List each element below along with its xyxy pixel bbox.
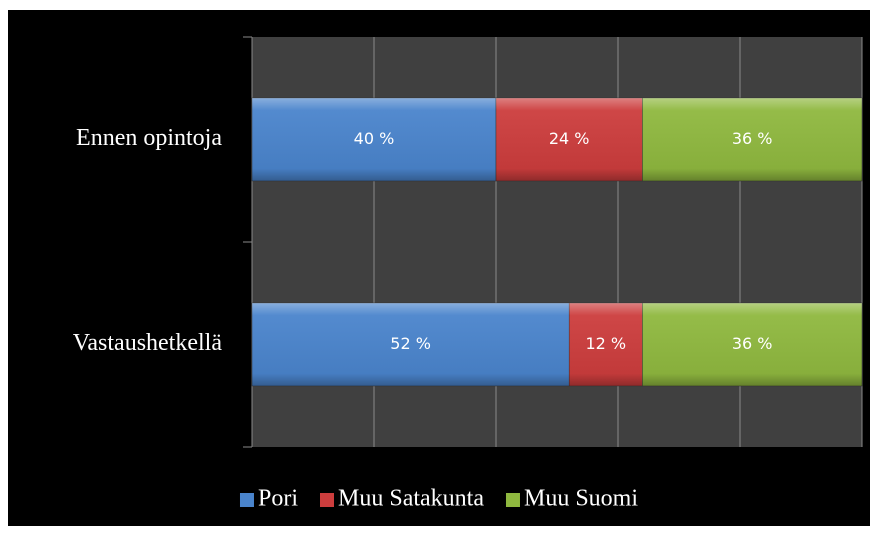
legend-label: Muu Satakunta — [338, 486, 484, 512]
legend-label: Muu Suomi — [524, 486, 638, 512]
category-label: Vastaushetkellä — [73, 330, 223, 356]
value-label: 36 % — [732, 129, 773, 148]
value-label: 52 % — [390, 334, 431, 353]
legend-swatch — [320, 493, 334, 507]
bar-shade — [642, 303, 862, 386]
bar-shade — [496, 98, 643, 181]
bar-shade — [569, 303, 643, 386]
legend-swatch — [239, 493, 254, 507]
value-label: 12 % — [585, 334, 626, 353]
legend-swatch — [505, 493, 520, 507]
bar-shade — [642, 98, 862, 181]
value-label: 40 % — [354, 129, 395, 148]
value-label: 36 % — [732, 334, 773, 353]
category-label: Ennen opintoja — [76, 125, 222, 151]
bar-shade — [252, 98, 496, 181]
value-label: 24 % — [549, 129, 590, 148]
bar-shade — [252, 303, 570, 386]
legend-label: Pori — [258, 486, 298, 512]
